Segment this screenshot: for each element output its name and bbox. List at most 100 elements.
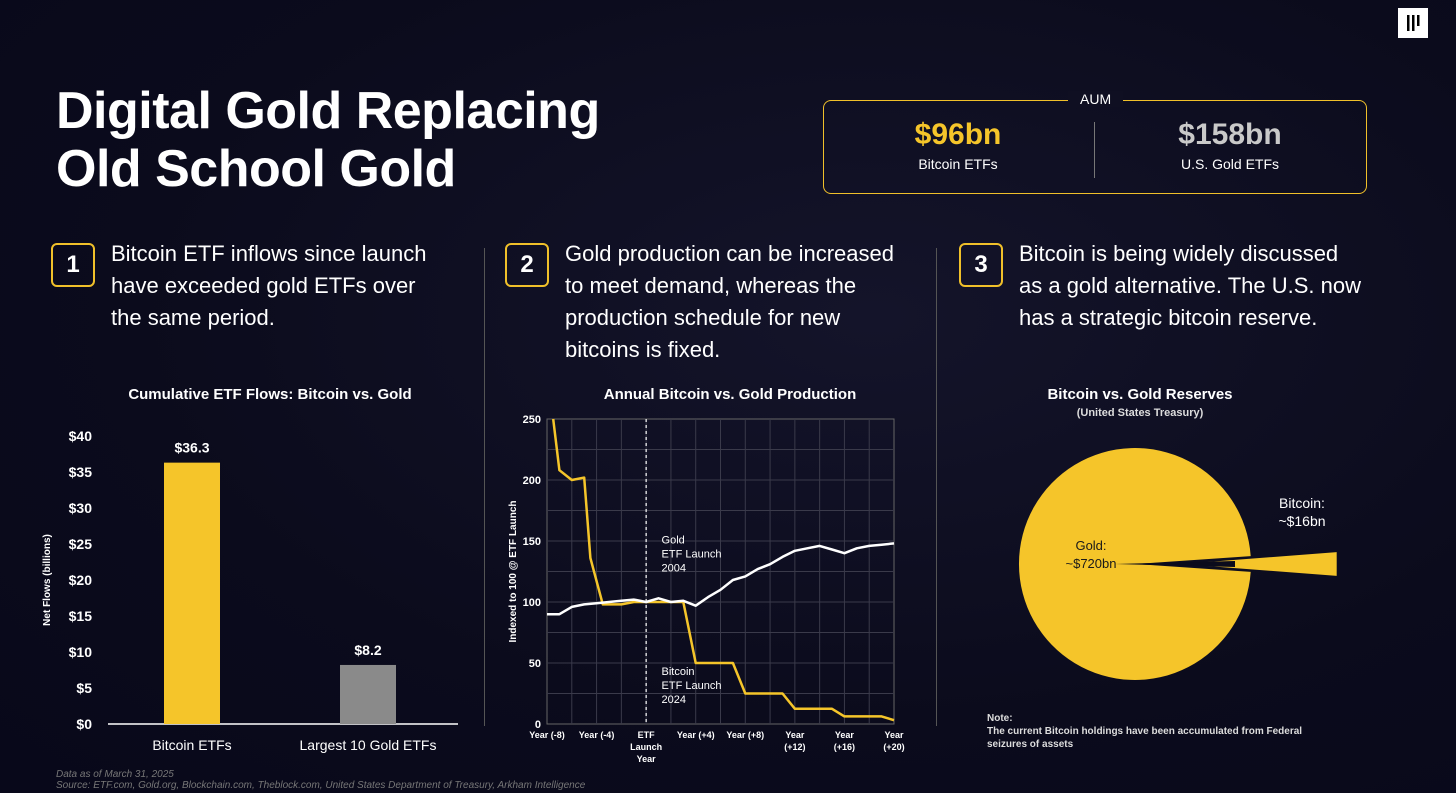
gold-slice-label: Gold: [1075,538,1106,553]
annotation-line: Bitcoin [662,666,695,678]
point-number-badge: 2 [505,243,549,287]
point-line: production schedule for new [565,305,841,330]
x-tick-label: Year (-8) [529,730,565,740]
point-2-text: Gold production can be increased to meet… [565,238,894,366]
x-tick-label-line: ETF [638,730,656,740]
y-tick-label: 150 [523,536,541,548]
gold-aum-label: U.S. Gold ETFs [1180,156,1280,172]
bitcoin-series-line [551,418,895,722]
column-divider [936,248,937,726]
x-tick-label: Year (+4) [677,730,715,740]
pie-chart: Gold: ~$720bn Bitcoin: ~$16bn [1018,448,1337,680]
bitcoin-slice-value-label: ~$16bn [1278,513,1325,529]
x-tick-label-line: Year (-4) [579,730,615,740]
title-line: Old School Gold [56,140,456,198]
y-tick-label: 100 [523,597,541,609]
x-tick-label-line: (+20) [883,742,904,752]
x-tick-label: Bitcoin ETFs [152,737,231,753]
x-tick-label-line: Year (+4) [677,730,715,740]
y-tick-label: $35 [69,464,93,480]
x-tick-label-line: Year [637,754,657,764]
annotation-line: ETF Launch [662,680,722,692]
annotation-line: Gold [662,534,685,546]
note-line: The current Bitcoin holdings have been a… [987,726,1303,737]
slide-title: Digital Gold Replacing Old School Gold [56,82,600,198]
point-line: the same period. [111,305,275,330]
point-3-text: Bitcoin is being widely discussed as a g… [1019,238,1361,334]
chart-2-title: Annual Bitcoin vs. Gold Production [603,386,857,403]
x-tick-label-line: Year [884,730,904,740]
x-tick-label-line: Year [785,730,805,740]
bitcoin-slice-label: Bitcoin: [1279,495,1325,511]
y-tick-label: 200 [523,475,541,487]
y-tick-label: $40 [69,428,93,444]
y-tick-label: $10 [69,644,93,660]
point-1-text: Bitcoin ETF inflows since launch have ex… [111,238,426,334]
chart-1-title: Cumulative ETF Flows: Bitcoin vs. Gold [128,386,412,403]
x-tick-label-line: (+16) [834,742,855,752]
pie-slice-separator [1115,561,1235,567]
point-line: Gold production can be increased [565,241,894,266]
x-tick-label-line: Year [835,730,855,740]
x-tick-label: Year (-4) [579,730,615,740]
bar-value-label: $8.2 [354,642,381,658]
point-line: Bitcoin is being widely discussed [1019,241,1339,266]
annotation-line: 2024 [662,694,686,706]
gold-series-line [547,542,895,616]
point-number-badge: 1 [51,243,95,287]
bar [340,664,396,724]
y-axis-label: Indexed to 100 @ ETF Launch [508,501,519,643]
bar [164,462,220,724]
footer: Data as of March 31, 2025 Source: ETF.co… [56,769,585,791]
y-tick-label: $5 [76,680,92,696]
y-tick-label: $20 [69,572,93,588]
aum-label: AUM [1068,91,1124,107]
chart-3-title: Bitcoin vs. Gold Reserves [1047,386,1233,403]
bitcoin-aum-value: $96bn [914,118,1002,151]
x-tick-label-line: Year (+8) [726,730,764,740]
x-tick-label: Year (+20) [883,730,904,752]
chart-3-subtitle: (United States Treasury) [1076,407,1204,419]
gold-slice-value-label: ~$720bn [1066,556,1117,571]
point-line: Bitcoin ETF inflows since launch [111,241,427,266]
footer-line: Data as of March 31, 2025 [56,769,174,780]
bar-value-label: $36.3 [174,440,209,456]
aum-divider [1094,122,1095,178]
x-tick-label: ETF Launch Year [630,730,662,764]
x-tick-label: Largest 10 Gold ETFs [300,737,437,753]
y-tick-label: 250 [523,414,541,426]
x-tick-label: Year (+12) [784,730,805,752]
line-chart: 0 50 100 150 200 250 Indexed to 100 @ ETF Laun… [508,414,905,764]
x-tick-label-line: (+12) [784,742,805,752]
y-tick-label: $30 [69,500,93,516]
y-tick-label: $15 [69,608,93,624]
note-label: Note: [987,713,1013,724]
x-tick-label: Year (+16) [834,730,855,752]
point-number-badge: 3 [959,243,1003,287]
title-line: Digital Gold Replacing [56,82,600,140]
chart-annotation: Gold ETF Launch 2004 [662,534,722,574]
pie-slice-bitcoin [1181,552,1337,576]
point-line: to meet demand, whereas the [565,273,857,298]
bar-chart: $0 $5 $10 $15 $20 $25 $30 $35 $40 Net Flows (bill… [42,428,458,753]
gold-aum-value: $158bn [1178,118,1282,151]
logo-icon [1398,8,1428,38]
y-axis-label: Net Flows (billions) [42,534,53,626]
x-tick-label-line: Launch [630,742,662,752]
x-tick-label: Year (+8) [726,730,764,740]
chart-annotation: Bitcoin ETF Launch 2024 [662,666,722,706]
annotation-line: 2004 [662,562,686,574]
x-tick-label-line: Year (-8) [529,730,565,740]
point-line: have exceeded gold ETFs over [111,273,416,298]
note: Note: The current Bitcoin holdings have … [987,712,1302,751]
annotation-line: ETF Launch [662,548,722,560]
y-tick-label: 50 [529,658,541,670]
footer-line: Source: ETF.com, Gold.org, Blockchain.co… [56,780,586,791]
y-tick-label: $0 [76,716,92,732]
note-line: seizures of assets [987,739,1074,750]
column-divider [484,248,485,726]
point-line: bitcoins is fixed. [565,337,721,362]
y-tick-label: $25 [69,536,93,552]
bitcoin-aum-label: Bitcoin ETFs [918,156,998,172]
